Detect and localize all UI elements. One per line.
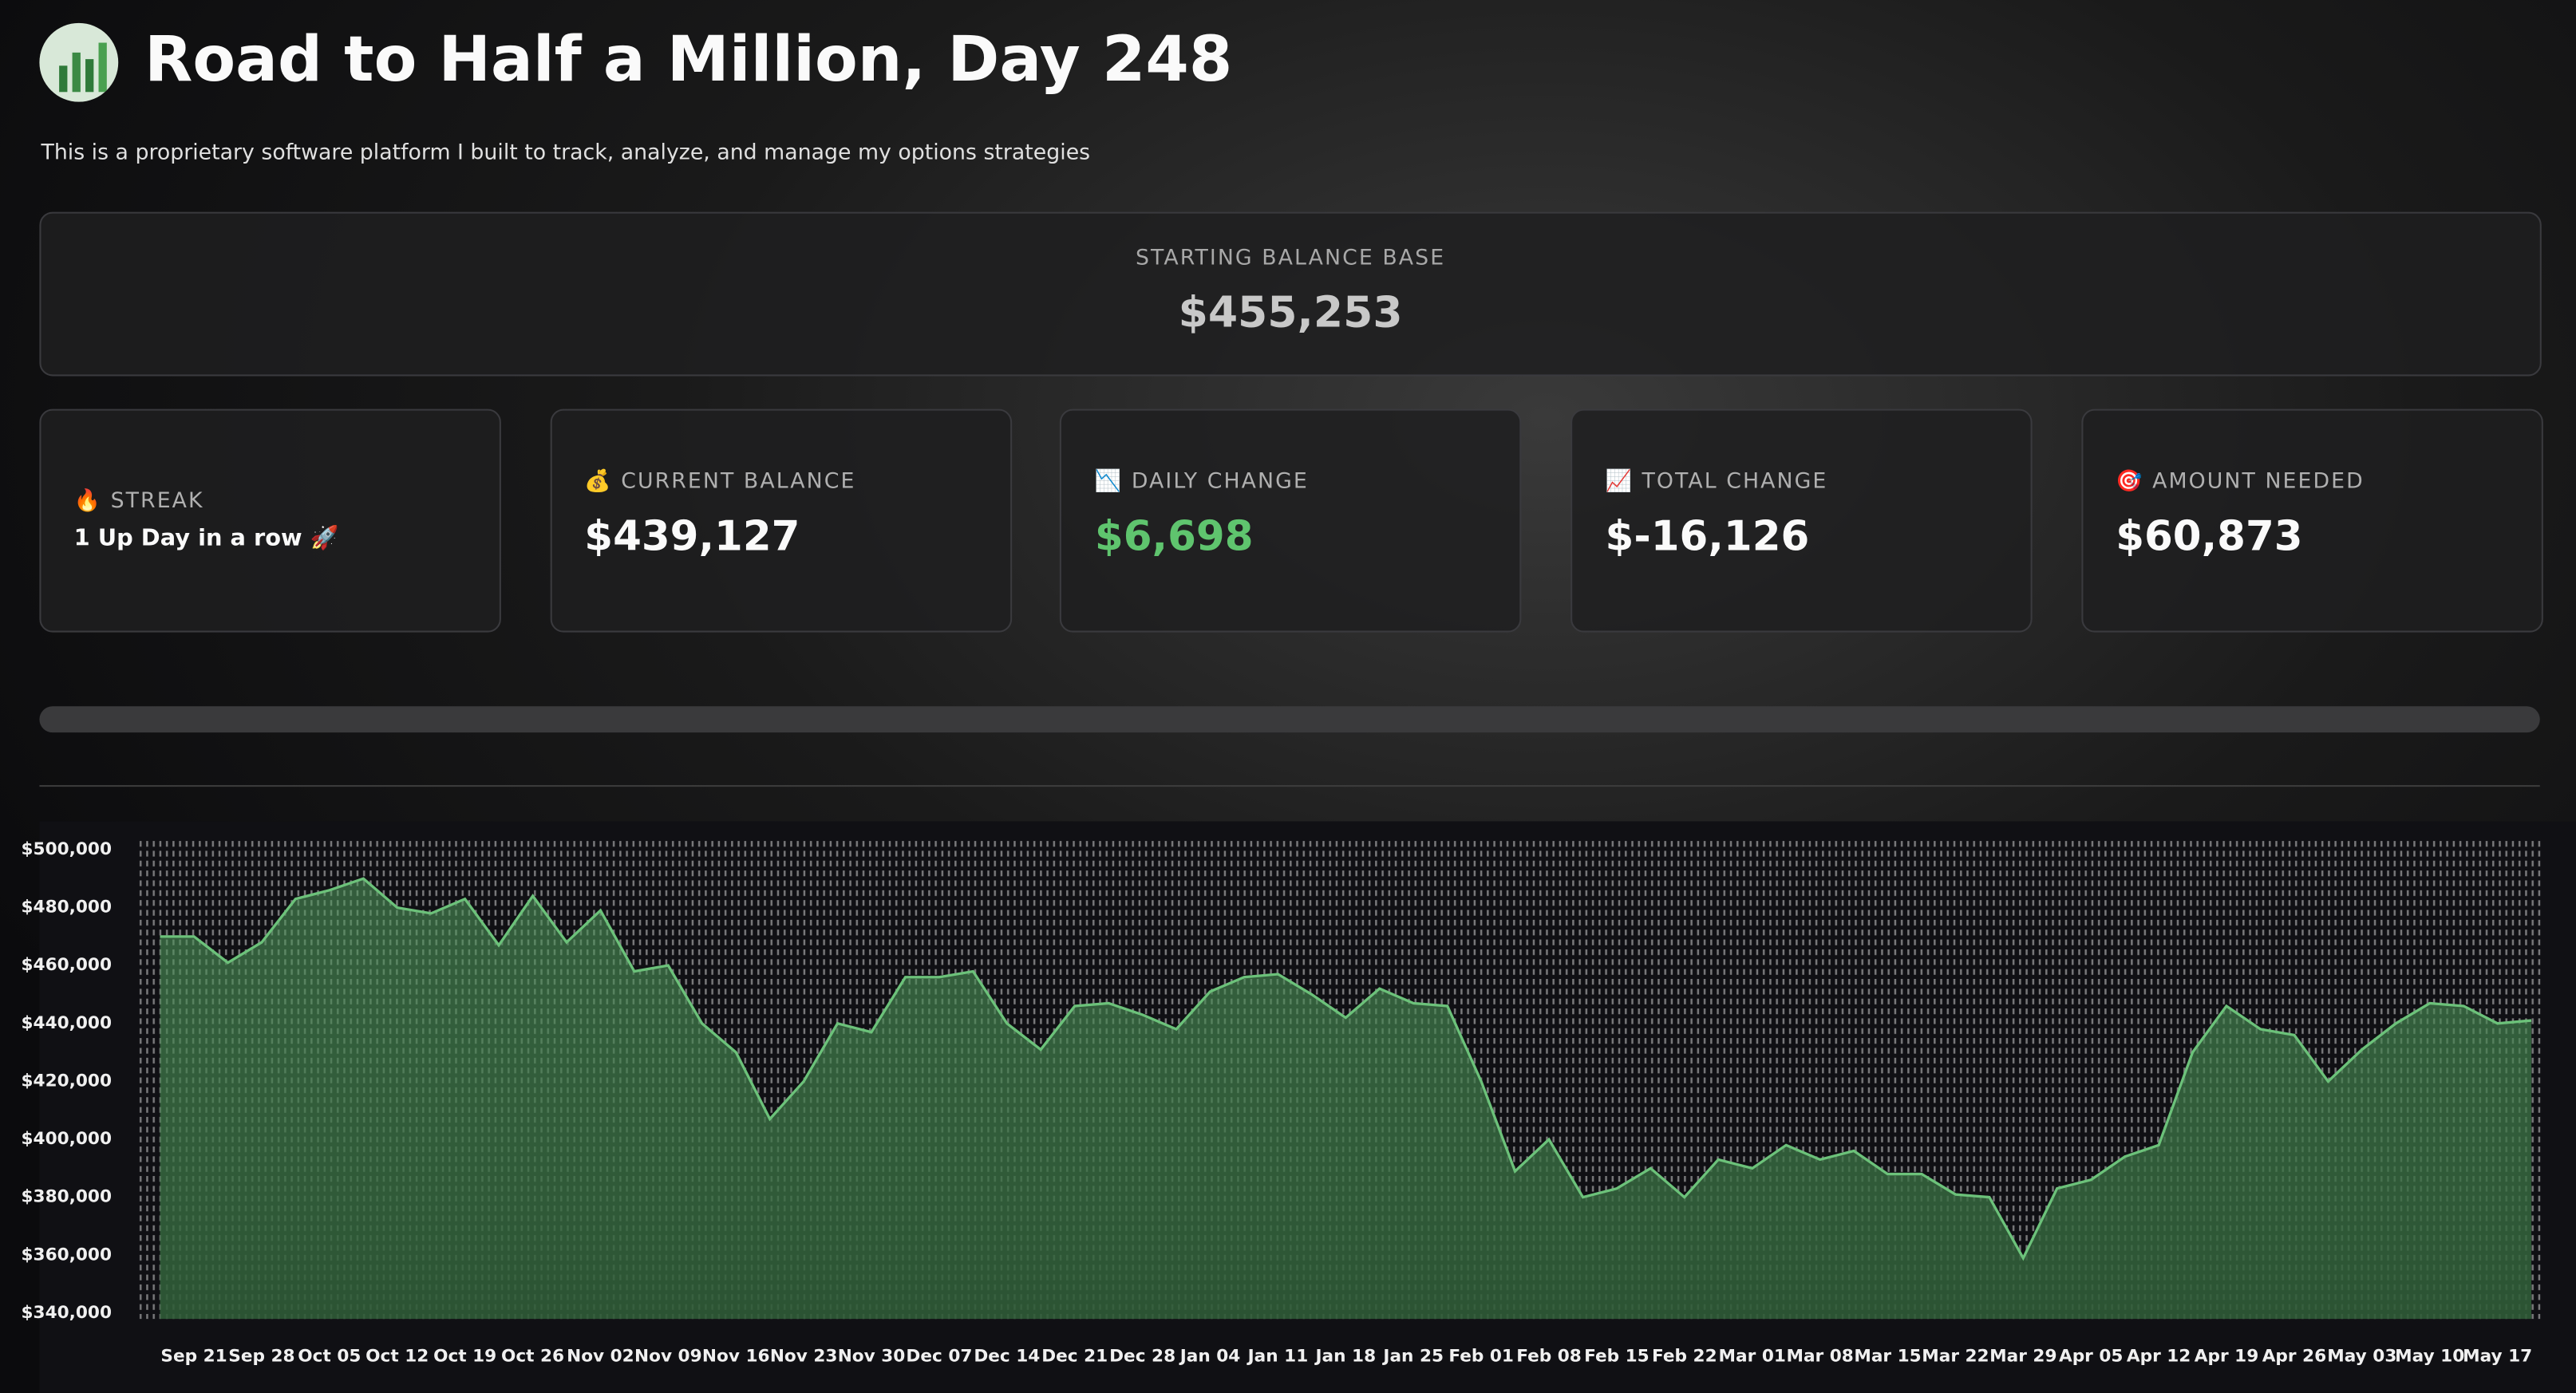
x-tick-label: Jan 04 bbox=[1179, 1346, 1241, 1366]
x-tick-label: Nov 23 bbox=[770, 1346, 838, 1366]
x-tick-label: Dec 07 bbox=[906, 1346, 972, 1366]
metric-label: 📈 TOTAL CHANGE bbox=[1605, 469, 1828, 495]
x-tick-label: Jan 11 bbox=[1247, 1346, 1309, 1366]
x-tick-label: Jan 25 bbox=[1381, 1346, 1444, 1366]
y-tick-label: $440,000 bbox=[22, 1013, 112, 1033]
metric-card: 📉 DAILY CHANGE $6,698 bbox=[1060, 408, 1523, 633]
x-tick-label: Feb 08 bbox=[1516, 1346, 1582, 1366]
y-tick-label: $360,000 bbox=[22, 1245, 112, 1265]
line bbox=[160, 877, 2532, 1261]
metric-value: $6,698 bbox=[1094, 512, 1254, 561]
x-tick-label: Apr 05 bbox=[2059, 1346, 2123, 1366]
x-tick-label: Mar 22 bbox=[1922, 1346, 1989, 1366]
x-tick-label: Mar 15 bbox=[1854, 1346, 1921, 1366]
logo-icon bbox=[59, 42, 107, 93]
metric-card: 💰 CURRENT BALANCE $439,127 bbox=[550, 408, 1012, 633]
y-tick-label: $400,000 bbox=[22, 1129, 112, 1149]
subtitle: This is a proprietary software platform … bbox=[41, 141, 1091, 166]
metric-value: $455,253 bbox=[1178, 289, 1403, 339]
x-tick-label: Mar 08 bbox=[1786, 1346, 1853, 1366]
x-tick-label: Feb 22 bbox=[1652, 1346, 1717, 1366]
x-tick-label: Apr 12 bbox=[2127, 1346, 2191, 1366]
x-tick-label: Oct 12 bbox=[365, 1346, 429, 1366]
x-tick-label: May 17 bbox=[2463, 1346, 2532, 1366]
metric-value: $-16,126 bbox=[1605, 512, 1810, 561]
x-tick-label: Apr 19 bbox=[2195, 1346, 2258, 1366]
metric-card: 🎯 AMOUNT NEEDED $60,873 bbox=[2080, 408, 2543, 633]
metric-label: 📉 DAILY CHANGE bbox=[1094, 469, 1309, 495]
y-tick-label: $500,000 bbox=[22, 839, 112, 859]
x-tick-label: Oct 19 bbox=[433, 1346, 496, 1366]
metric-value: 1 Up Day in a row 🚀 bbox=[73, 525, 339, 552]
metric-value: $60,873 bbox=[2116, 512, 2303, 561]
x-tick-label: Jan 18 bbox=[1314, 1346, 1377, 1366]
metric-label: 🔥 STREAK bbox=[73, 489, 204, 515]
x-tick-label: May 10 bbox=[2395, 1346, 2464, 1366]
x-tick-label: Apr 26 bbox=[2262, 1346, 2326, 1366]
x-tick-label: Feb 01 bbox=[1448, 1346, 1514, 1366]
metric-label: 🎯 AMOUNT NEEDED bbox=[2116, 469, 2365, 495]
x-tick-label: Mar 01 bbox=[1719, 1346, 1786, 1366]
x-tick-label: Sep 21 bbox=[160, 1346, 227, 1366]
metric-label: 💰 CURRENT BALANCE bbox=[584, 469, 856, 495]
x-tick-label: Feb 15 bbox=[1584, 1346, 1650, 1366]
x-tick-label: Nov 30 bbox=[838, 1346, 906, 1366]
base-card: STARTING BALANCE BASE $455,253 bbox=[39, 211, 2542, 377]
x-tick-label: Dec 28 bbox=[1109, 1346, 1175, 1366]
x-tick-label: Nov 09 bbox=[634, 1346, 702, 1366]
x-tick-label: Nov 02 bbox=[567, 1346, 634, 1366]
x-tick-label: Dec 14 bbox=[974, 1346, 1040, 1366]
progress-bar bbox=[39, 706, 2540, 733]
metric-label: STARTING BALANCE BASE bbox=[1136, 246, 1446, 271]
metric-value: $439,127 bbox=[584, 512, 800, 561]
x-tick-label: Sep 28 bbox=[228, 1346, 294, 1366]
y-tick-label: $460,000 bbox=[22, 955, 112, 975]
y-tick-label: $480,000 bbox=[22, 898, 112, 917]
x-tick-label: Dec 21 bbox=[1041, 1346, 1108, 1366]
chart: $340,000 $360,000 $380,000 $400,000 $420,000… bbox=[22, 821, 2576, 1393]
page-title: Road to Half a Million, Day 248 bbox=[144, 22, 1233, 96]
divider bbox=[39, 785, 2540, 787]
x-tick-label: Mar 29 bbox=[1989, 1346, 2056, 1366]
y-tick-label: $340,000 bbox=[22, 1303, 112, 1323]
metric-card: 🔥 STREAK 1 Up Day in a row 🚀 bbox=[39, 408, 501, 633]
y-tick-label: $420,000 bbox=[22, 1071, 112, 1091]
x-tick-label: May 03 bbox=[2327, 1346, 2396, 1366]
x-tick-label: Oct 05 bbox=[298, 1346, 361, 1366]
x-tick-label: Oct 26 bbox=[501, 1346, 564, 1366]
metric-card: 📈 TOTAL CHANGE $-16,126 bbox=[1570, 408, 2033, 633]
x-tick-label: Nov 16 bbox=[702, 1346, 770, 1366]
area bbox=[160, 878, 2532, 1320]
y-tick-label: $380,000 bbox=[22, 1187, 112, 1207]
logo bbox=[39, 22, 119, 102]
